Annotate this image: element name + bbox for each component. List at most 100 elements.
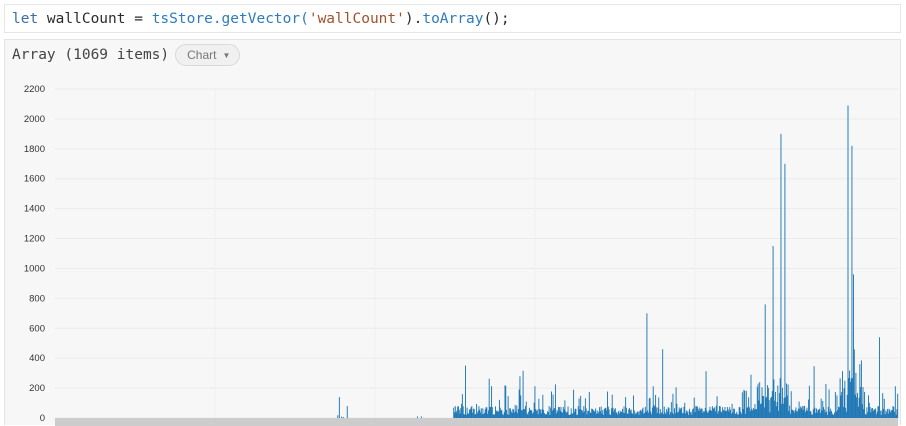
bar[interactable] [760, 404, 761, 418]
bar[interactable] [472, 412, 474, 418]
bar[interactable] [864, 414, 866, 418]
bar[interactable] [474, 414, 476, 418]
bar[interactable] [546, 414, 548, 418]
bar[interactable] [454, 406, 456, 418]
bar[interactable] [666, 408, 668, 418]
bar[interactable] [882, 393, 884, 418]
bar[interactable] [786, 395, 788, 418]
bar[interactable] [682, 413, 684, 418]
bar[interactable] [493, 414, 495, 418]
bar[interactable] [580, 410, 582, 418]
bar[interactable] [465, 414, 467, 418]
bar[interactable] [590, 413, 592, 418]
bar[interactable] [503, 412, 505, 418]
bar[interactable] [778, 410, 780, 418]
bar[interactable] [492, 414, 494, 418]
bar[interactable] [529, 409, 531, 418]
bar[interactable] [756, 386, 758, 418]
bar[interactable] [771, 396, 772, 418]
bar[interactable] [471, 406, 473, 418]
bar[interactable] [599, 410, 601, 418]
bar[interactable] [774, 392, 776, 418]
bar[interactable] [733, 408, 735, 418]
bar[interactable] [636, 413, 638, 418]
bar[interactable] [517, 413, 519, 418]
bar[interactable] [341, 416, 343, 418]
bar[interactable] [456, 410, 458, 418]
bar[interactable] [509, 408, 511, 418]
bar[interactable] [873, 409, 875, 418]
bar[interactable] [748, 407, 750, 418]
bar[interactable] [711, 406, 713, 418]
bar[interactable] [580, 395, 582, 418]
bar[interactable] [789, 405, 791, 418]
bar[interactable] [884, 414, 886, 418]
bar[interactable] [611, 394, 613, 418]
bar[interactable] [827, 406, 829, 418]
bar[interactable] [685, 413, 687, 418]
bar[interactable] [545, 414, 547, 418]
bar[interactable] [507, 396, 509, 418]
bar[interactable] [840, 395, 842, 418]
bar[interactable] [592, 408, 593, 418]
bar[interactable] [547, 412, 549, 418]
bar[interactable] [564, 400, 566, 418]
bar[interactable] [659, 413, 660, 418]
bar[interactable] [512, 408, 514, 418]
bar[interactable] [767, 385, 769, 418]
bar[interactable] [812, 409, 814, 418]
bar[interactable] [634, 414, 636, 418]
bar[interactable] [346, 406, 348, 418]
bar[interactable] [704, 407, 706, 418]
bar[interactable] [420, 416, 422, 418]
bar[interactable] [736, 411, 738, 418]
bar[interactable] [894, 411, 895, 418]
bar[interactable] [615, 412, 617, 418]
bar[interactable] [763, 407, 765, 418]
bar[interactable] [881, 410, 883, 418]
bar[interactable] [704, 411, 705, 418]
bar[interactable] [584, 411, 586, 418]
bar[interactable] [827, 414, 828, 418]
bar[interactable] [520, 395, 522, 418]
bar[interactable] [569, 414, 571, 418]
bar[interactable] [716, 396, 718, 418]
bar[interactable] [657, 407, 659, 418]
bar[interactable] [681, 407, 683, 418]
bar[interactable] [747, 406, 749, 418]
bar[interactable] [833, 414, 835, 418]
bar[interactable] [823, 409, 825, 418]
bar[interactable] [656, 413, 658, 418]
bar[interactable] [565, 411, 567, 418]
bar[interactable] [791, 409, 793, 418]
bar[interactable] [649, 397, 651, 418]
bar[interactable] [669, 414, 671, 418]
bar[interactable] [623, 406, 625, 418]
bar[interactable] [895, 414, 897, 418]
bar[interactable] [740, 411, 742, 418]
bar[interactable] [562, 406, 564, 418]
bar[interactable] [510, 408, 511, 419]
bar[interactable] [491, 386, 493, 418]
bar[interactable] [715, 411, 716, 418]
bar[interactable] [610, 414, 612, 418]
bar[interactable] [582, 412, 584, 418]
bar[interactable] [831, 413, 833, 418]
bar[interactable] [462, 406, 464, 418]
bar[interactable] [551, 391, 552, 418]
bar[interactable] [786, 383, 787, 418]
bar[interactable] [843, 388, 845, 418]
bar[interactable] [717, 413, 719, 418]
bar[interactable] [674, 413, 676, 418]
bar[interactable] [735, 413, 737, 418]
bar[interactable] [536, 409, 538, 418]
bar[interactable] [752, 407, 754, 418]
bar[interactable] [530, 410, 532, 418]
bar[interactable] [863, 409, 865, 418]
bar[interactable] [710, 410, 712, 418]
bar[interactable] [557, 411, 559, 418]
bar[interactable] [874, 409, 876, 418]
bar[interactable] [550, 407, 552, 418]
bar[interactable] [618, 413, 620, 419]
bar[interactable] [681, 412, 683, 418]
